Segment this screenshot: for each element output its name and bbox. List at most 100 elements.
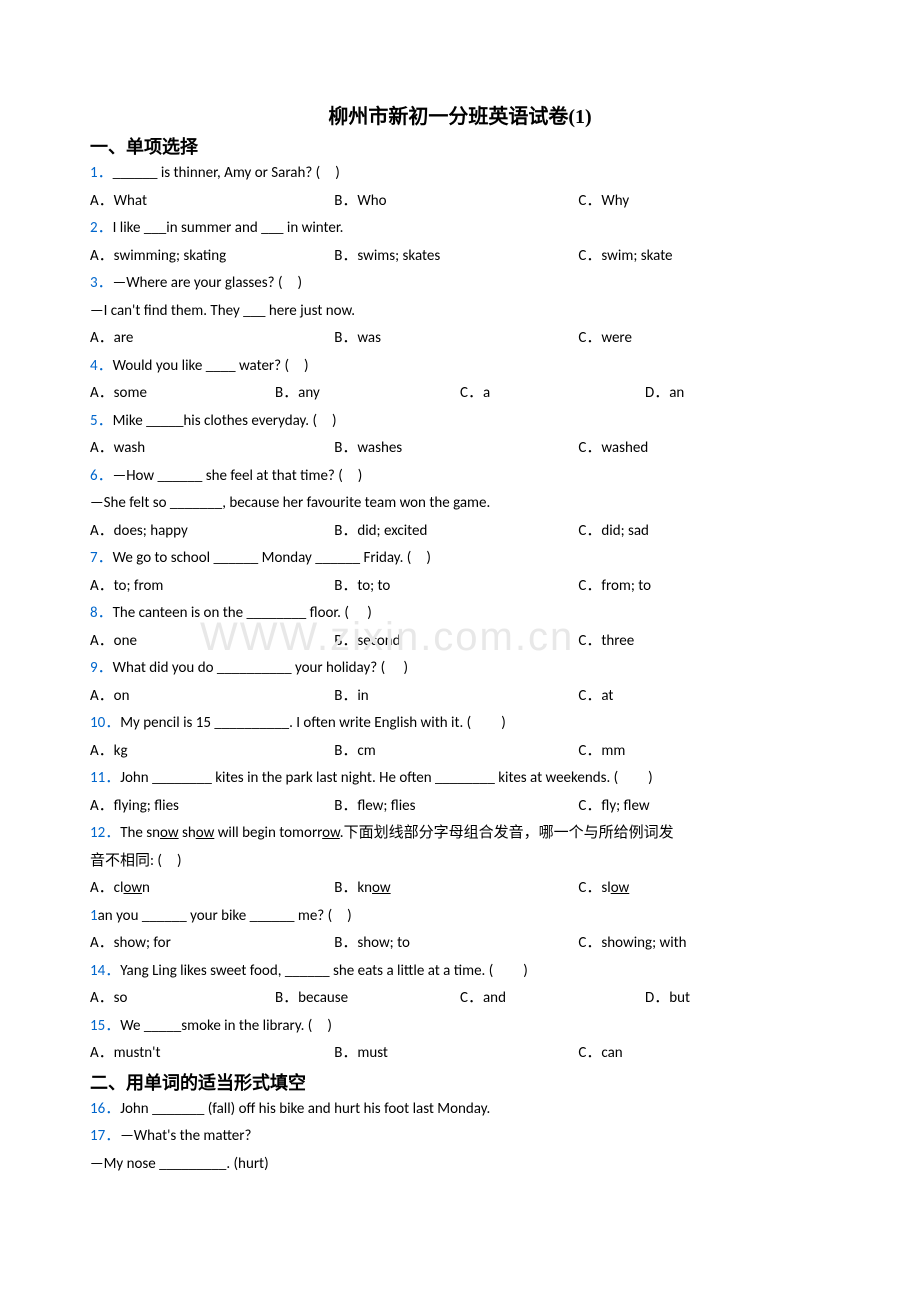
q10-opt-b: B．cm — [334, 739, 578, 765]
q2-num: 2． — [90, 219, 113, 237]
question-14: 14．Yang Ling likes sweet food, ______ sh… — [90, 959, 830, 985]
q12-textmid1: sh — [179, 824, 196, 842]
q12-text2: 音不相同: ( ) — [90, 849, 830, 875]
q13-text: an you ______ your bike ______ me? ( ) — [98, 907, 352, 925]
q9-num: 9． — [90, 659, 113, 677]
q14-opt-d: D．but — [645, 986, 830, 1012]
q17-text2: —My nose _________. (hurt) — [90, 1152, 830, 1178]
q6-text: —How ______ she feel at that time? ( ) — [113, 467, 363, 485]
q12-textpre: The sn — [120, 824, 160, 842]
q16-text: John _______ (fall) off his bike and hur… — [120, 1100, 490, 1118]
q13-num: 1 — [90, 907, 98, 925]
q15-opt-b: B．must — [334, 1041, 578, 1067]
q5-opt-b: B．washes — [334, 436, 578, 462]
q17-num: 17． — [90, 1127, 120, 1145]
q11-opt-a: A．flying; flies — [90, 794, 334, 820]
q9-opt-b: B．in — [334, 684, 578, 710]
q2-text: I like ___in summer and ___ in winter. — [113, 219, 344, 237]
q14-options: A．so B．because C．and D．but — [90, 986, 830, 1012]
doc-title: 柳州市新初一分班英语试卷(1) — [90, 100, 830, 129]
question-7: 7．We go to school ______ Monday ______ F… — [90, 546, 830, 572]
q8-opt-a: A．one — [90, 629, 334, 655]
q4-opt-d: D．an — [645, 381, 830, 407]
q10-options: A．kg B．cm C．mm — [90, 739, 830, 765]
q15-opt-c: C．can — [578, 1041, 830, 1067]
question-6: 6．—How ______ she feel at that time? ( ) — [90, 464, 830, 490]
question-2: 2．I like ___in summer and ___ in winter. — [90, 216, 830, 242]
q9-options: A．on B．in C．at — [90, 684, 830, 710]
question-12: 12．The snow show will begin tomorrow.下面划… — [90, 821, 830, 847]
q6-options: A．does; happy B．did; excited C．did; sad — [90, 519, 830, 545]
q10-opt-a: A．kg — [90, 739, 334, 765]
question-16: 16．John _______ (fall) off his bike and … — [90, 1097, 830, 1123]
q12-num: 12． — [90, 824, 120, 842]
q4-opt-a: A．some — [90, 381, 275, 407]
section-1-heading: 一、单项选择 — [90, 133, 830, 159]
question-13: 1an you ______ your bike ______ me? ( ) — [90, 904, 830, 930]
q12-textend: .下面划线部分字母组合发音，哪一个与所给例词发 — [340, 824, 674, 842]
question-4: 4．Would you like ____ water? ( ) — [90, 354, 830, 380]
q12-opt-a: A．clown — [90, 876, 334, 902]
q15-options: A．mustn't B．must C．can — [90, 1041, 830, 1067]
q3-text: —Where are your glasses? ( ) — [113, 274, 302, 292]
q5-options: A．wash B．washes C．washed — [90, 436, 830, 462]
q5-opt-a: A．wash — [90, 436, 334, 462]
question-3: 3．—Where are your glasses? ( ) — [90, 271, 830, 297]
q3-text2: —I can't find them. They ___ here just n… — [90, 299, 830, 325]
q9-text: What did you do __________ your holiday?… — [113, 659, 408, 677]
q8-text: The canteen is on the ________ floor. ( … — [113, 604, 372, 622]
question-17: 17．—What's the matter? — [90, 1124, 830, 1150]
q2-options: A．swimming; skating B．swims; skates C．sw… — [90, 244, 830, 270]
q7-num: 7． — [90, 549, 113, 567]
q7-opt-b: B．to; to — [334, 574, 578, 600]
q7-options: A．to; from B．to; to C．from; to — [90, 574, 830, 600]
q14-num: 14． — [90, 962, 120, 980]
q15-opt-a: A．mustn't — [90, 1041, 334, 1067]
q14-opt-a: A．so — [90, 986, 275, 1012]
q7-opt-c: C．from; to — [578, 574, 830, 600]
q4-text: Would you like ____ water? ( ) — [113, 357, 309, 375]
q4-options: A．some B．any C．a D．an — [90, 381, 830, 407]
q1-text: ______ is thinner, Amy or Sarah? ( ) — [113, 164, 340, 182]
q2-opt-c: C．swim; skate — [578, 244, 830, 270]
q6-num: 6． — [90, 467, 113, 485]
q15-text: We _____smoke in the library. ( ) — [120, 1017, 332, 1035]
q11-text: John ________ kites in the park last nig… — [120, 769, 653, 787]
q10-text: My pencil is 15 __________. I often writ… — [120, 714, 506, 732]
q5-opt-c: C．washed — [578, 436, 830, 462]
q8-opt-c: C．three — [578, 629, 830, 655]
q14-opt-c: C．and — [460, 986, 645, 1012]
q2-opt-a: A．swimming; skating — [90, 244, 334, 270]
q14-opt-b: B．because — [275, 986, 460, 1012]
question-10: 10．My pencil is 15 __________. I often w… — [90, 711, 830, 737]
q4-num: 4． — [90, 357, 113, 375]
q7-opt-a: A．to; from — [90, 574, 334, 600]
q1-opt-a: A．What — [90, 189, 334, 215]
q3-options: A．are B．was C．were — [90, 326, 830, 352]
q9-opt-c: C．at — [578, 684, 830, 710]
q12-opt-b: B．know — [334, 876, 578, 902]
question-8: 8．The canteen is on the ________ floor. … — [90, 601, 830, 627]
q11-opt-c: C．fly; flew — [578, 794, 830, 820]
q8-opt-b: B．second — [334, 629, 578, 655]
q11-num: 11． — [90, 769, 120, 787]
q13-options: A．show; for B．show; to C．showing; with — [90, 931, 830, 957]
q12-opt-c: C．slow — [578, 876, 830, 902]
q14-text: Yang Ling likes sweet food, ______ she e… — [120, 962, 528, 980]
q3-num: 3． — [90, 274, 113, 292]
q11-options: A．flying; flies B．flew; flies C．fly; fle… — [90, 794, 830, 820]
q5-num: 5． — [90, 412, 113, 430]
q4-opt-b: B．any — [275, 381, 460, 407]
q17-text: —What's the matter? — [120, 1127, 251, 1145]
q6-opt-c: C．did; sad — [578, 519, 830, 545]
q10-num: 10． — [90, 714, 120, 732]
q6-text2: —She felt so _______, because her favour… — [90, 491, 830, 517]
question-11: 11．John ________ kites in the park last … — [90, 766, 830, 792]
q6-opt-a: A．does; happy — [90, 519, 334, 545]
q3-opt-c: C．were — [578, 326, 830, 352]
q1-options: A．What B．Who C．Why — [90, 189, 830, 215]
question-9: 9．What did you do __________ your holida… — [90, 656, 830, 682]
q8-options: A．one B．second C．three — [90, 629, 830, 655]
q1-opt-c: C．Why — [578, 189, 830, 215]
q11-opt-b: B．flew; flies — [334, 794, 578, 820]
